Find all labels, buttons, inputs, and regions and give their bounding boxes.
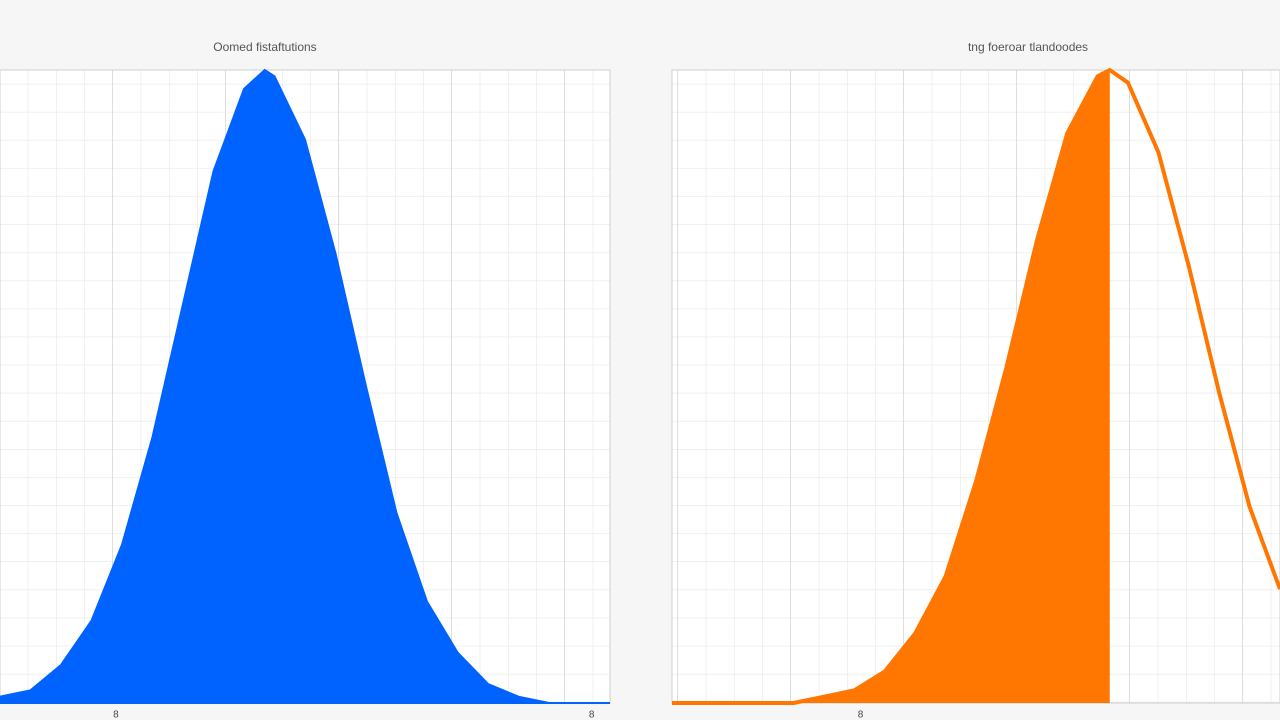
x-tick-label: 8 [858, 710, 864, 720]
chart-title: tng foeroar tlandoodes [968, 40, 1088, 54]
area [0, 68, 610, 704]
line [672, 68, 1280, 705]
x-tick-label: 8 [589, 710, 595, 720]
x-tick-label: 8 [113, 710, 119, 720]
shaded-area [672, 70, 1110, 703]
chart-title: Oomed fistaftutions [213, 40, 316, 54]
